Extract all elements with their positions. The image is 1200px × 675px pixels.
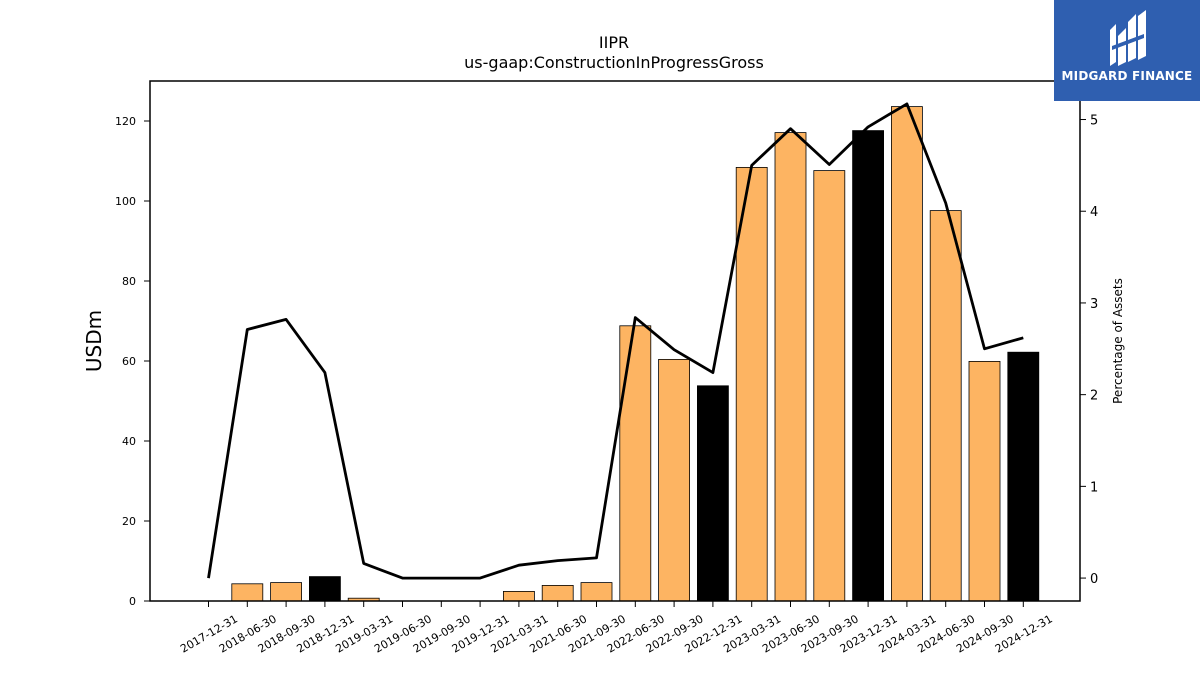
plot-frame [149,80,1081,602]
bar-2023-03-31 [735,166,768,602]
bar-2018-09-30 [270,582,303,602]
bar-2021-06-30 [541,585,574,602]
bar-2023-12-31 [852,130,884,602]
y-axis-right: 0 1 2 3 4 5 [1080,114,1098,587]
bar-2024-12-31 [1007,351,1040,602]
y2-tick-label: 3 [1090,297,1098,312]
y-axis-label-left: USDm [82,310,106,372]
percentage-line [207,102,1024,580]
y-tick-label: 120 [115,115,136,128]
y-tick-label: 0 [129,595,136,608]
bar-group [231,106,1040,602]
y2-tick-label: 5 [1090,114,1098,129]
y2-tick-label: 0 [1090,572,1098,587]
midgard-logo-icon [1110,10,1146,66]
chart-subtitle: us-gaap:ConstructionInProgressGross [464,53,764,72]
chart-title: IIPR [599,33,629,52]
y-tick-label: 60 [122,355,136,368]
bar-2018-12-31 [308,576,341,602]
bar-2022-12-31 [697,385,729,602]
brand-logo: MIDGARD FINANCE [1054,0,1200,101]
bar-2024-09-30 [968,360,1001,602]
bar-2022-09-30 [658,358,690,602]
line-group [207,102,1024,580]
y-axis-label-right: Percentage of Assets [1111,278,1125,404]
y-tick-label: 40 [122,435,136,448]
bar-2021-03-31 [502,591,535,602]
bar-2023-09-30 [813,170,846,602]
y-tick-label: 80 [122,275,136,288]
x-axis: 2017-12-312018-06-302018-09-302018-12-31… [178,601,1055,656]
y2-tick-label: 1 [1090,480,1098,495]
bar-2022-06-30 [619,325,652,602]
bar-2024-03-31 [891,106,923,602]
y2-tick-label: 2 [1090,389,1098,404]
brand-logo-text: MIDGARD FINANCE [1061,69,1193,83]
bar-2023-06-30 [774,132,807,602]
y-tick-label: 20 [122,515,136,528]
bar-2021-09-30 [580,582,613,602]
bar-2018-06-30 [231,583,264,602]
bar-2024-06-30 [929,210,962,602]
y-axis-left: 0 20 40 60 80 100 120 [115,115,150,608]
y-tick-label: 100 [115,195,136,208]
y2-tick-label: 4 [1090,205,1098,220]
